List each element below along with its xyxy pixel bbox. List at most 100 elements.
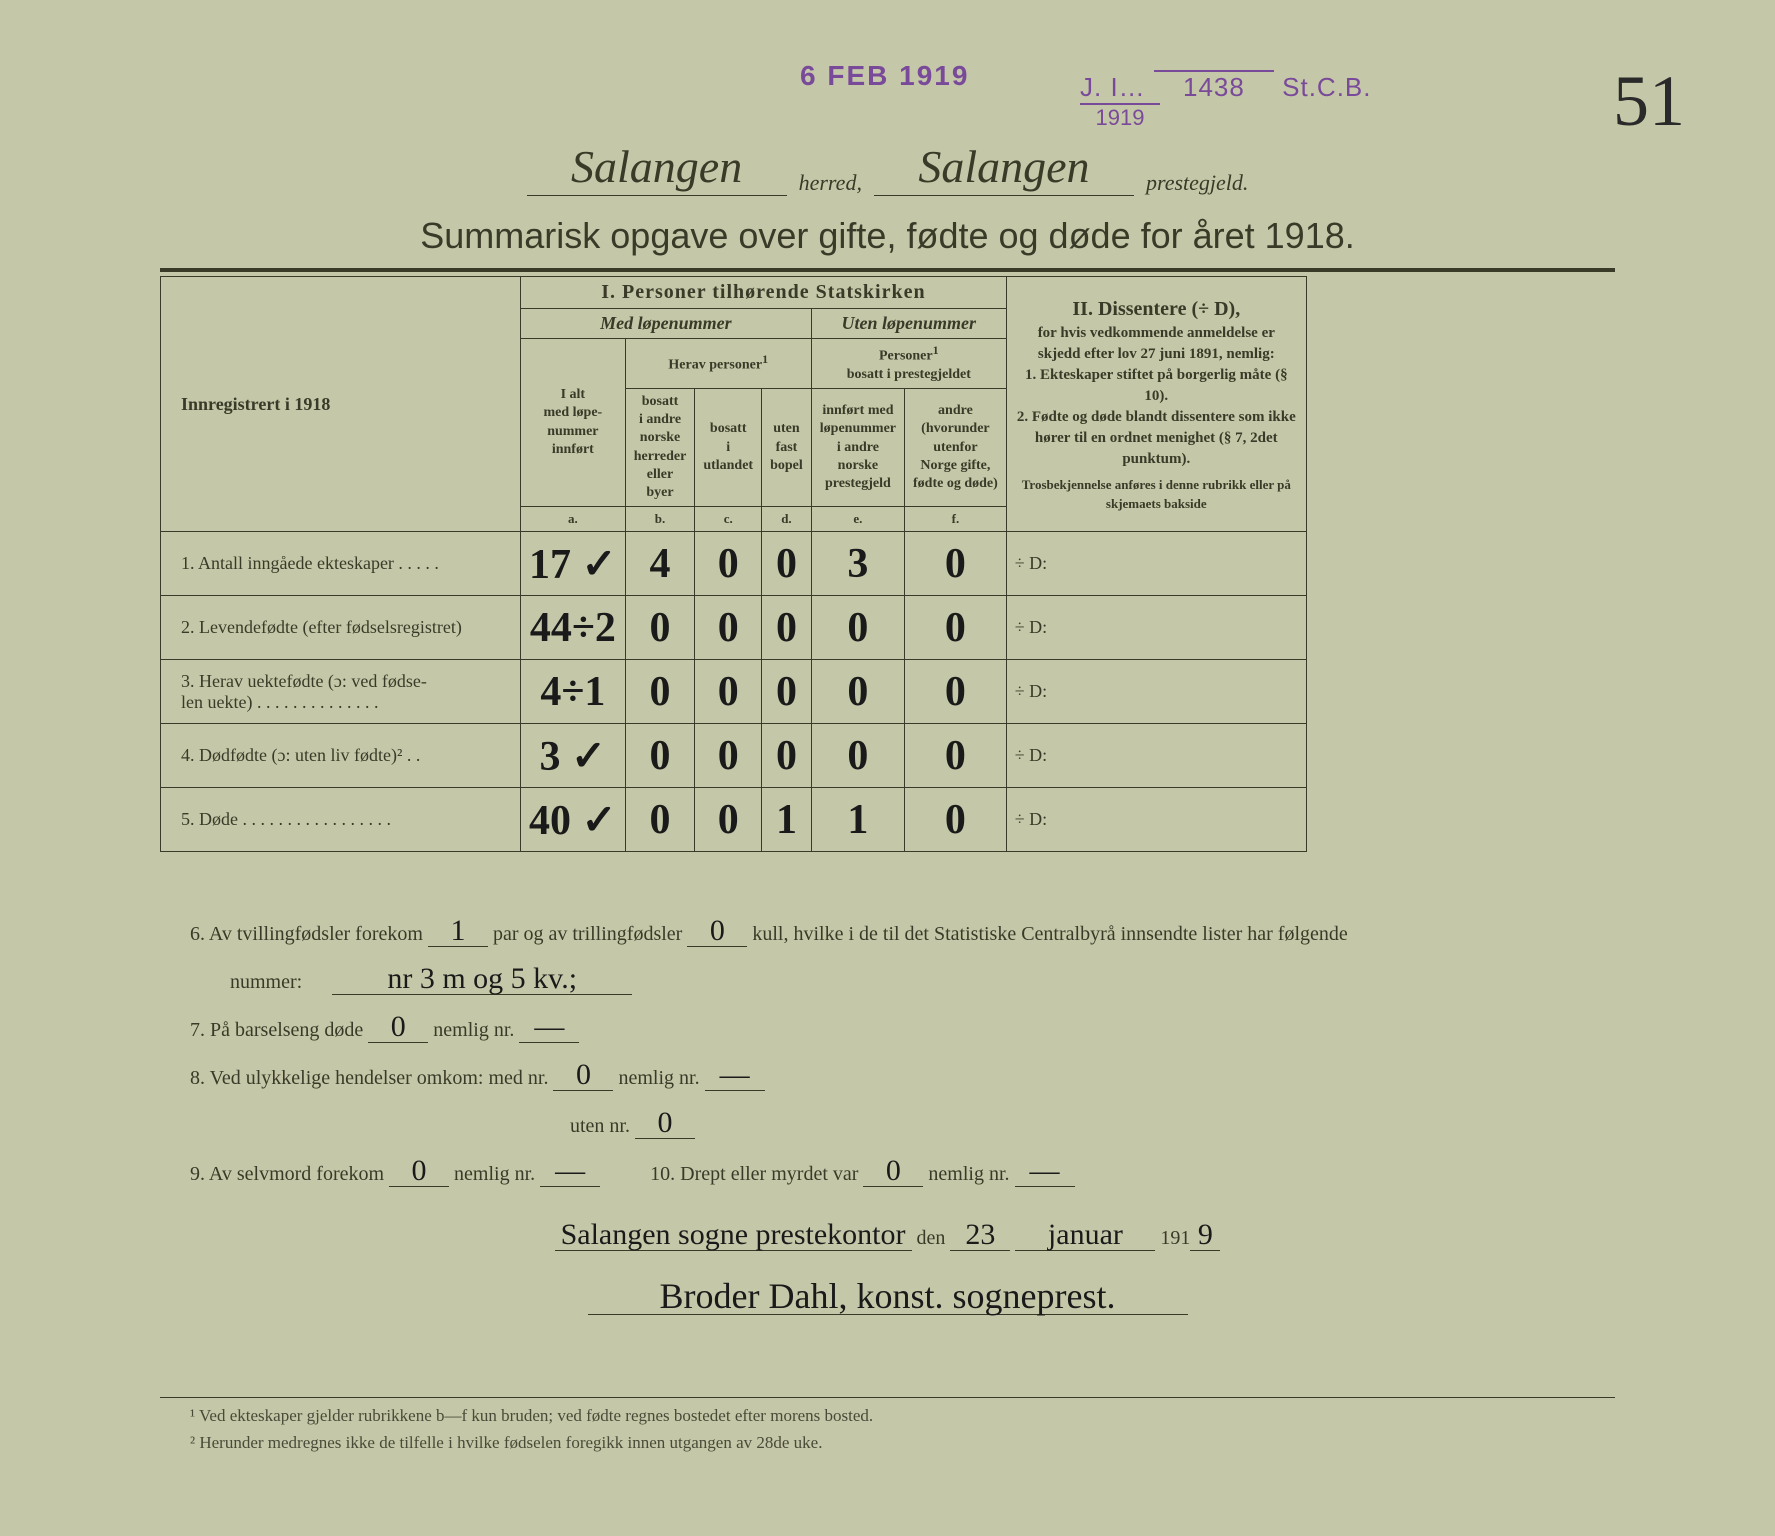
row4-d: 0 xyxy=(762,724,812,788)
row2-d: 0 xyxy=(762,596,812,660)
stamp-j-number: 1438 xyxy=(1154,70,1274,103)
row4-e: 0 xyxy=(811,724,904,788)
line8-uten-val: 0 xyxy=(635,1108,695,1139)
form-title: Summarisk opgave over gifte, fødte og dø… xyxy=(60,215,1715,257)
line6-fill: nr 3 m og 5 kv.; xyxy=(332,964,632,995)
personer-sub: bosatt i prestegjeldet xyxy=(847,367,971,382)
row5-c: 0 xyxy=(695,788,762,852)
row2-label: 2. Levendefødte (efter fødselsregistret) xyxy=(161,596,521,660)
row3-g: ÷ D: xyxy=(1006,660,1306,724)
row2-f: 0 xyxy=(905,596,1007,660)
main-table: Innregistrert i 1918 I. Personer tilhøre… xyxy=(160,276,1307,852)
letter-f: f. xyxy=(905,507,1007,532)
table-row: 3. Herav uektefødte (ɔ: ved fødse- len u… xyxy=(161,660,1307,724)
table-row: 1. Antall inngåede ekteskaper . . . . . … xyxy=(161,532,1307,596)
table-row: 2. Levendefødte (efter fødselsregistret)… xyxy=(161,596,1307,660)
line8-c: uten nr. xyxy=(570,1115,630,1137)
row4-g: ÷ D: xyxy=(1006,724,1306,788)
page-number: 51 xyxy=(1613,60,1685,143)
line10-a: 10. Drept eller myrdet var xyxy=(650,1163,858,1185)
letter-c: c. xyxy=(695,507,762,532)
row4-a: 3 ✓ xyxy=(521,724,626,788)
dissentere-item2: 2. Fødte og døde blandt dissentere som i… xyxy=(1015,407,1298,470)
row3-label: 3. Herav uektefødte (ɔ: ved fødse- len u… xyxy=(161,660,521,724)
stamp-journal: J. I… 1438 St.C.B. 1919 xyxy=(1080,70,1372,132)
row5-label: 5. Døde . . . . . . . . . . . . . . . . … xyxy=(161,788,521,852)
line9-fill: — xyxy=(540,1156,600,1187)
letter-d: d. xyxy=(762,507,812,532)
header-line: Salangen herred, Salangen prestegjeld. xyxy=(180,140,1595,196)
i-alt-sub: med løpe- nummer innført xyxy=(543,405,602,456)
line9-a: 9. Av selvmord forekom xyxy=(190,1163,384,1185)
col-a-header: I alt med løpe- nummer innført xyxy=(521,339,626,507)
letter-a: a. xyxy=(521,507,626,532)
line9-val: 0 xyxy=(389,1156,449,1187)
row5-e: 1 xyxy=(811,788,904,852)
row1-e: 3 xyxy=(811,532,904,596)
row3-d: 0 xyxy=(762,660,812,724)
row5-b: 0 xyxy=(625,788,695,852)
line10-b: nemlig nr. xyxy=(928,1163,1009,1185)
med-lopenummer-header: Med løpenummer xyxy=(521,309,812,339)
col-c-header: bosatt i utlandet xyxy=(695,389,762,507)
row1-b: 4 xyxy=(625,532,695,596)
row2-c: 0 xyxy=(695,596,762,660)
signature-value: Broder Dahl, konst. sogneprest. xyxy=(588,1278,1188,1315)
line6-c: kull, hvilke i de til det Statistiske Ce… xyxy=(752,923,1347,945)
table-row: 5. Døde . . . . . . . . . . . . . . . . … xyxy=(161,788,1307,852)
line9-10: 9. Av selvmord forekom 0 nemlig nr. — 10… xyxy=(190,1150,1585,1198)
section2-header: II. Dissentere (÷ D), for hvis vedkommen… xyxy=(1006,277,1306,532)
sup1b: 1 xyxy=(933,343,939,357)
letter-b: b. xyxy=(625,507,695,532)
stamp-j-suffix: St.C.B. xyxy=(1282,72,1371,102)
table-row: 4. Dødfødte (ɔ: uten liv fødte)² . . 3 ✓… xyxy=(161,724,1307,788)
after-table-section: 6. Av tvillingfødsler forekom 1 par og a… xyxy=(190,910,1585,1326)
stamp-j-year: 1919 xyxy=(1080,103,1160,131)
row1-g: ÷ D: xyxy=(1006,532,1306,596)
row3-a: 4÷1 xyxy=(521,660,626,724)
dissentere-title: II. Dissentere (÷ D), xyxy=(1015,295,1298,323)
line7: 7. På barselseng døde 0 nemlig nr. — xyxy=(190,1006,1585,1054)
herred-label: herred, xyxy=(799,170,862,196)
uten-lopenummer-header: Uten løpenummer xyxy=(811,309,1006,339)
herav-personer-header: Herav personer1 xyxy=(625,339,811,389)
row2-e: 0 xyxy=(811,596,904,660)
dissentere-item1: 1. Ekteskaper stiftet på borgerlig måte … xyxy=(1015,365,1298,407)
col-d-header: uten fast bopel xyxy=(762,389,812,507)
row4-b: 0 xyxy=(625,724,695,788)
title-rule xyxy=(160,268,1615,272)
row3-c: 0 xyxy=(695,660,762,724)
row1-a: 17 ✓ xyxy=(521,532,626,596)
line9-b: nemlig nr. xyxy=(454,1163,535,1185)
line8-med: 0 xyxy=(553,1060,613,1091)
dissentere-intro: for hvis vedkommende anmeldelse er skjed… xyxy=(1015,323,1298,365)
line8-fill: — xyxy=(705,1060,765,1091)
row3-f: 0 xyxy=(905,660,1007,724)
row2-g: ÷ D: xyxy=(1006,596,1306,660)
year-prefix: 191 xyxy=(1160,1227,1190,1249)
row5-a: 40 ✓ xyxy=(521,788,626,852)
line6-b: par og av trillingfødsler xyxy=(493,923,682,945)
herred-value: Salangen xyxy=(527,140,787,196)
i-alt-label: I alt xyxy=(561,387,586,402)
line6: 6. Av tvillingfødsler forekom 1 par og a… xyxy=(190,910,1585,958)
herav-label: Herav personer xyxy=(668,358,762,373)
row5-g: ÷ D: xyxy=(1006,788,1306,852)
line10-fill: — xyxy=(1015,1156,1075,1187)
letter-e: e. xyxy=(811,507,904,532)
place-value: Salangen sogne prestekontor xyxy=(555,1220,912,1251)
line8-a: 8. Ved ulykkelige hendelser omkom: med n… xyxy=(190,1067,548,1089)
date-year: 9 xyxy=(1190,1220,1220,1251)
col-f-header: andre (hvorunder utenfor Norge gifte, fø… xyxy=(905,389,1007,507)
date-line: Salangen sogne prestekontor den 23 janua… xyxy=(190,1214,1585,1262)
col-e-header: innført med løpenummer i andre norske pr… xyxy=(811,389,904,507)
line7-b: nemlig nr. xyxy=(433,1019,514,1041)
row1-c: 0 xyxy=(695,532,762,596)
stamp-j-prefix: J. I… xyxy=(1080,72,1146,102)
footnote-2: ² Herunder medregnes ikke de tilfelle i … xyxy=(190,1429,1585,1456)
row2-b: 0 xyxy=(625,596,695,660)
row4-label: 4. Dødfødte (ɔ: uten liv fødte)² . . xyxy=(161,724,521,788)
row5-f: 0 xyxy=(905,788,1007,852)
line7-val: 0 xyxy=(368,1012,428,1043)
sup1: 1 xyxy=(762,352,768,366)
